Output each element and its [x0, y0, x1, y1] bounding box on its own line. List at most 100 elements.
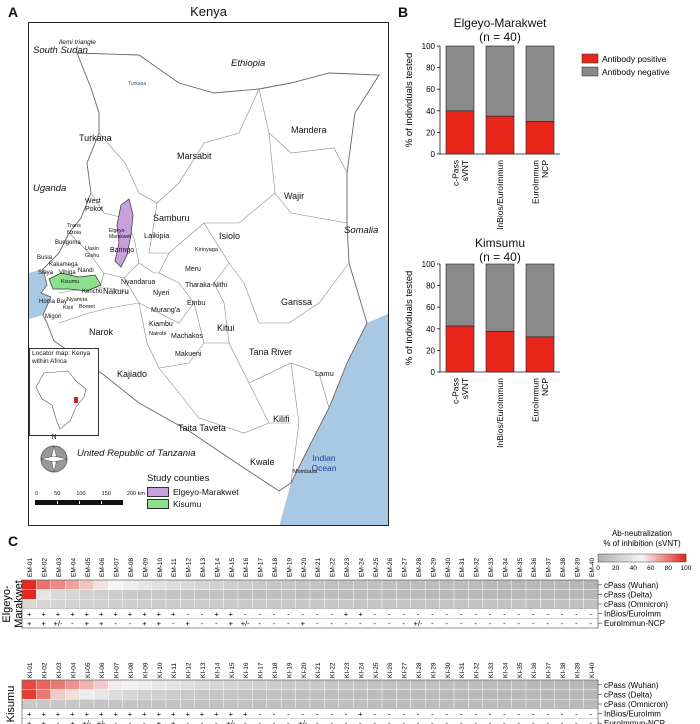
heatmap-cell	[525, 589, 541, 600]
heatmap-cell	[511, 579, 527, 590]
colorbar-segment	[616, 554, 619, 562]
colorbar-segment	[636, 554, 639, 562]
heatmap-cell	[295, 598, 311, 609]
chart2-ytick-label: 60	[426, 303, 435, 312]
colorbar-segment	[654, 554, 657, 562]
heatmap-result-cell: +	[243, 709, 248, 718]
label-uganda: Uganda	[33, 183, 67, 194]
colorbar-segment	[646, 554, 649, 562]
kenya-outline	[40, 52, 380, 492]
heatmap-cell	[540, 579, 556, 590]
heatmap-cell	[497, 579, 512, 590]
heatmap-cell	[223, 598, 239, 609]
heatmap-col-label: EM-11	[171, 558, 178, 577]
heatmap-result-cell: +	[171, 609, 176, 618]
heatmap-col-label: KI-21	[315, 662, 322, 678]
heatmap-result-cell: -	[114, 719, 117, 724]
scale-tick-200: 200 km	[126, 491, 145, 497]
heatmap-cell	[165, 698, 181, 709]
county-nyamira: Nyamira	[67, 297, 88, 303]
heatmap-cell	[453, 589, 469, 600]
heatmap-cell	[208, 679, 224, 690]
heatmap-result-cell: +	[85, 609, 90, 618]
heatmap-cell	[64, 589, 80, 600]
chart1-bar-negative	[525, 45, 555, 122]
heatmap-cell	[338, 579, 354, 590]
heatmap-result-cell: -	[330, 619, 333, 628]
chart1-svg: 0 20 40 60 80 100 % of individuals tested c-Pas…	[404, 42, 670, 230]
heatmap-result-cell: -	[345, 619, 348, 628]
heatmap-result-cell: +	[171, 719, 176, 724]
legend-title: Study counties	[147, 473, 210, 484]
chart1-xtick-word: sVNT	[460, 160, 470, 181]
heatmap-cell	[439, 598, 455, 609]
heatmap-col-label: KI-29	[430, 662, 437, 678]
county-machakos: Machakos	[171, 333, 203, 340]
heatmap-cell	[410, 589, 426, 600]
heatmap-cell	[208, 579, 224, 590]
heatmap-cell	[223, 679, 239, 690]
heatmap-cell	[554, 589, 570, 600]
heatmap-cell	[396, 698, 411, 709]
heatmap-cell	[396, 598, 411, 609]
county-mandera: Mandera	[291, 125, 327, 135]
heatmap-cell	[266, 598, 282, 609]
heatmap-result-cell: +	[113, 709, 118, 718]
indian-ocean-shape	[279, 313, 388, 525]
chart2-xtick-word: NCP	[540, 378, 550, 396]
heatmap-cell	[482, 689, 498, 700]
heatmap-result-cell: +	[113, 609, 118, 618]
heatmap-result-cell: -	[129, 719, 132, 724]
heatmap-result-cell: +	[214, 609, 219, 618]
colorbar-title-1: Ab-neutralization	[612, 529, 672, 538]
heatmap-result-cell: +	[85, 709, 90, 718]
heatmap-cell	[180, 579, 195, 590]
heatmap-cell	[122, 698, 138, 709]
heatmap-result-cell: -	[273, 619, 276, 628]
heatmap-cell	[252, 579, 267, 590]
heatmap-result-cell: -	[460, 719, 463, 724]
scale-bar: 0 50 100 150 200 km	[35, 491, 145, 505]
heatmap-col-label: EM-09	[142, 557, 149, 577]
heatmap-cell	[108, 679, 124, 690]
heatmap-col-label: EM-28	[416, 557, 423, 577]
heatmap-cell	[79, 698, 95, 709]
heatmap-result-cell: -	[402, 719, 405, 724]
heatmap-row-label: cPass (Wuhan)	[604, 681, 659, 690]
county-west-pokot: West Pokot	[85, 198, 103, 213]
heatmap-row-label: EuroImmun-NCP	[604, 719, 665, 724]
heatmap-col-label: KI-37	[546, 662, 553, 678]
heatmap-cell	[309, 579, 325, 590]
heatmap-cell	[93, 679, 109, 690]
heatmap-result-cell: +	[27, 719, 32, 724]
heatmap-result-cell: -	[532, 709, 535, 718]
heatmap-cell	[511, 698, 527, 709]
colorbar-frame	[597, 553, 687, 563]
heatmap-col-label: KI-30	[445, 662, 452, 678]
chart1-bar-negative	[445, 45, 475, 112]
heatmap-result-cell: +/-	[97, 719, 106, 724]
heatmap-cell	[237, 579, 253, 590]
heatmap-result-cell: -	[129, 619, 132, 628]
heatmap-result-cell: -	[446, 609, 449, 618]
heatmap-row-label: cPass (Delta)	[604, 590, 652, 599]
heatmap-result-cell: +/-	[241, 619, 250, 628]
heatmap-col-label: KI-22	[330, 662, 337, 678]
heatmap-cell	[36, 689, 52, 700]
heatmap-col-label: EM-06	[99, 557, 106, 577]
heatmap-cell	[569, 579, 584, 590]
heatmap-cell	[108, 698, 124, 709]
heatmap-cell	[252, 589, 267, 600]
heatmap-cell	[36, 698, 52, 709]
heatmap-cell	[482, 598, 498, 609]
legend-item-kisumu: Kisumu	[147, 499, 201, 509]
heatmap-cell	[439, 579, 455, 590]
kisumu-shape	[48, 272, 102, 292]
panel-label-a: A	[8, 4, 19, 20]
heatmap-col-label: KI-26	[387, 662, 394, 678]
heatmap-cell	[180, 679, 195, 690]
heatmap-cell	[367, 698, 383, 709]
colorbar-segment	[598, 554, 601, 562]
county-samburu: Samburu	[153, 213, 190, 223]
colorbar-segment	[608, 554, 611, 562]
